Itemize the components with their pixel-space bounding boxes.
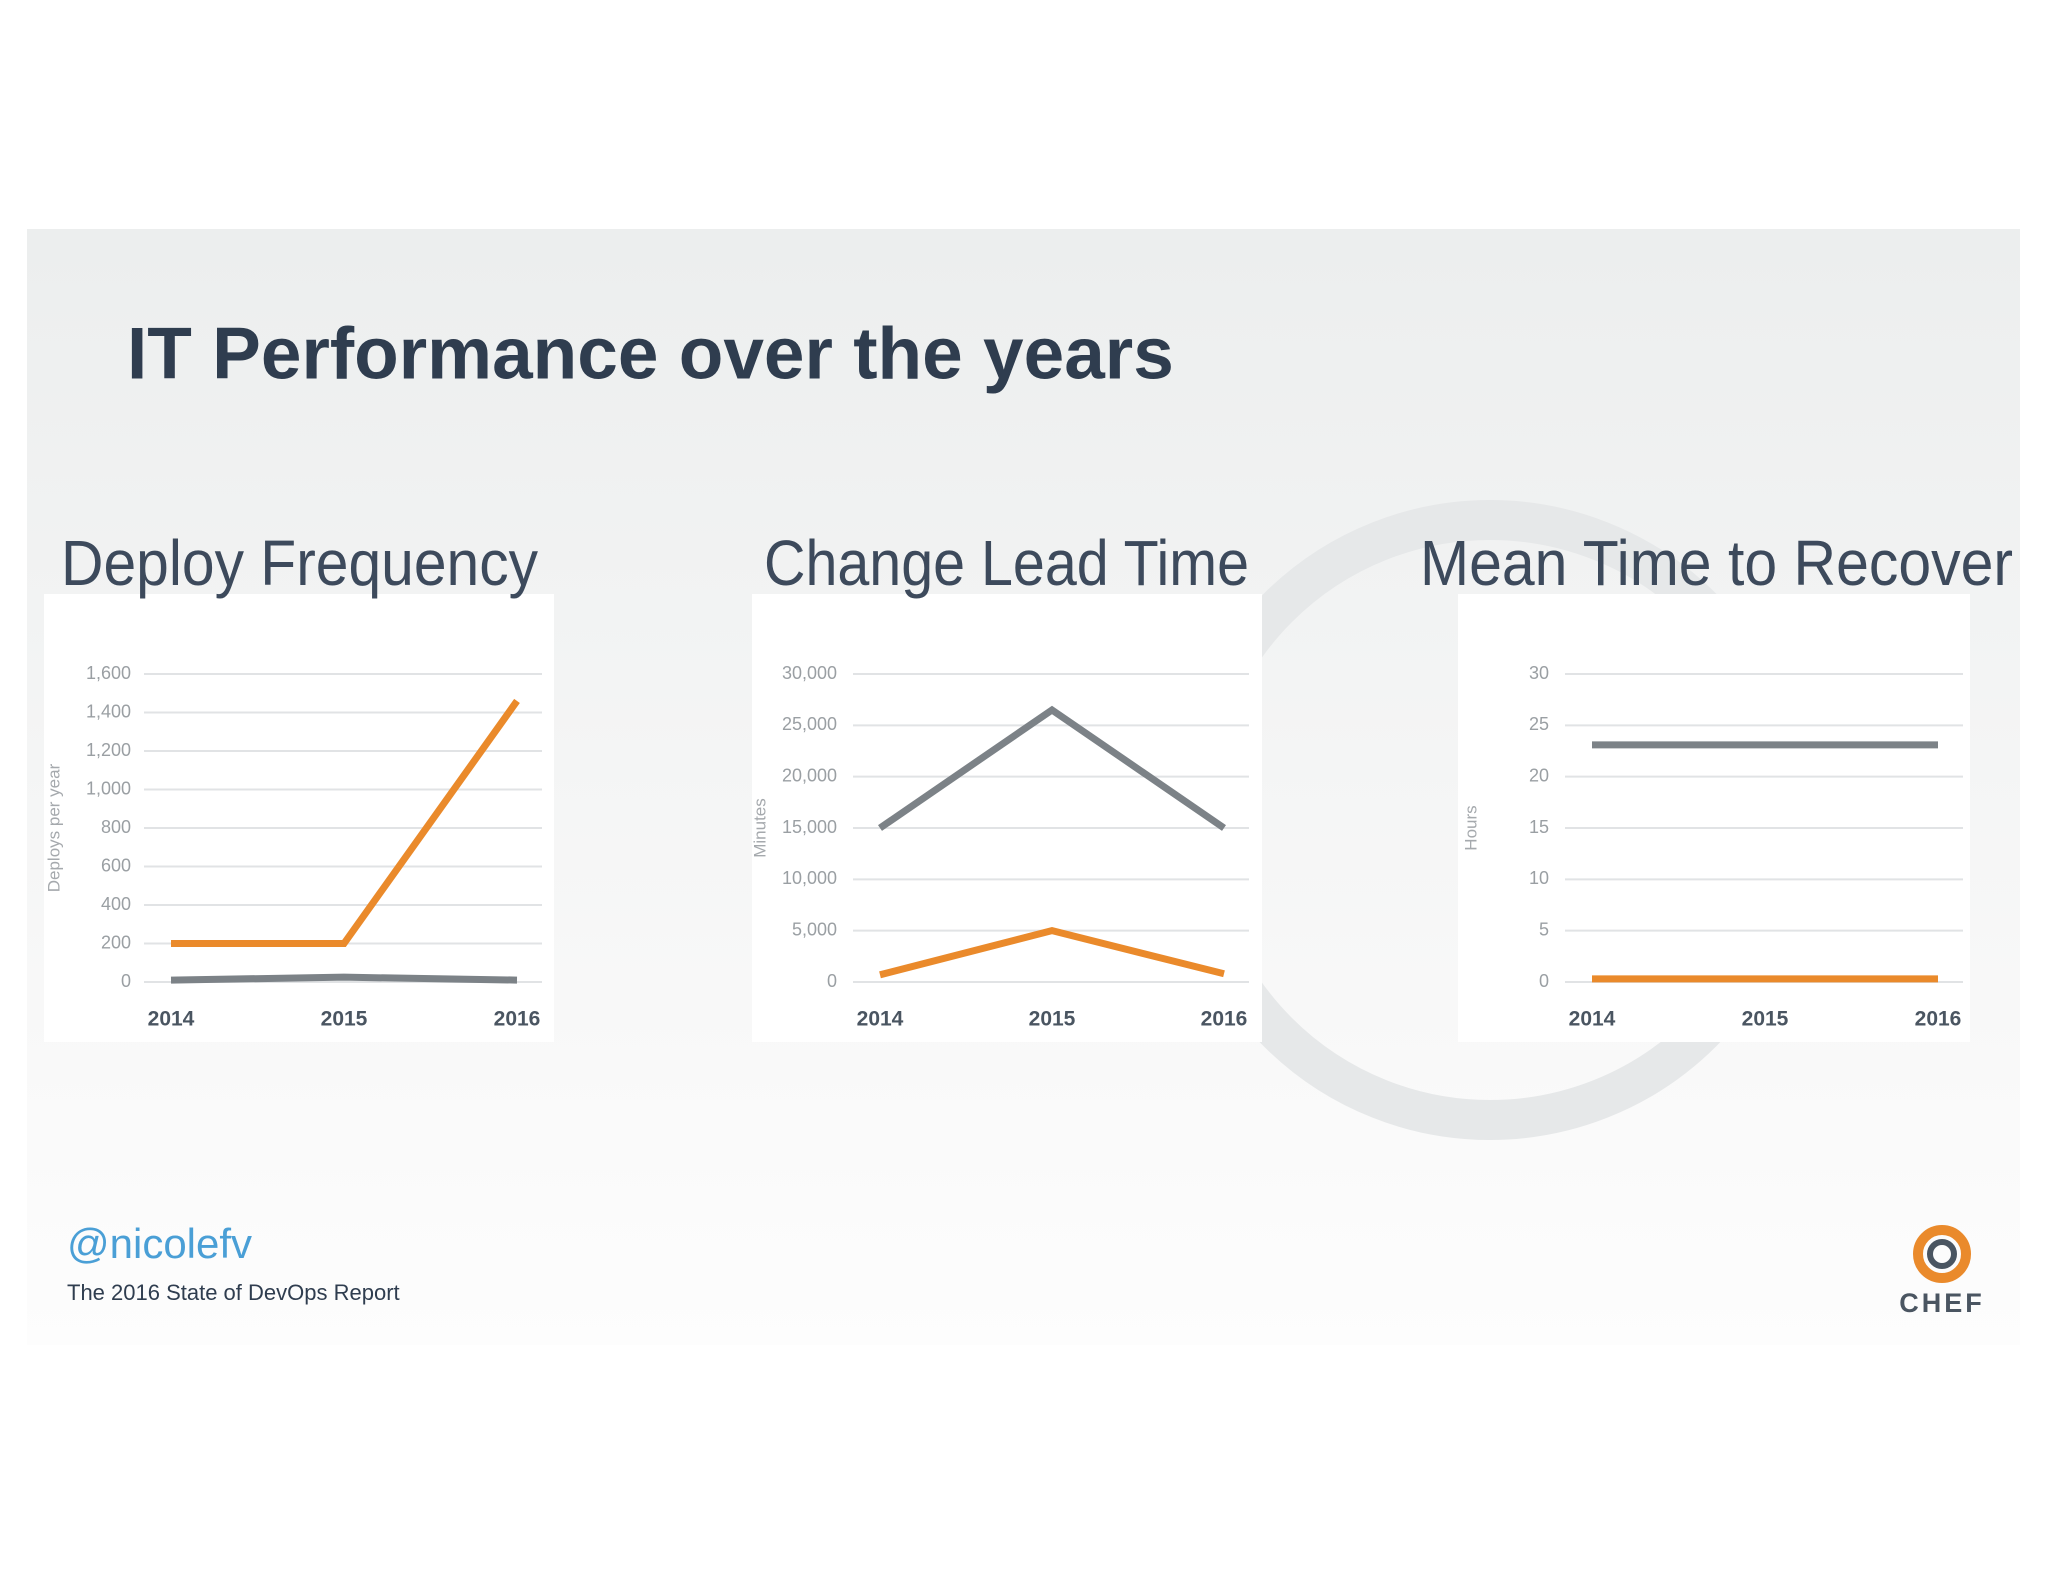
y-axis-label: Minutes — [750, 798, 769, 858]
y-tick-label: 20,000 — [782, 765, 837, 785]
x-tick-label: 2016 — [494, 1008, 541, 1031]
x-tick-label: 2016 — [1201, 1008, 1248, 1031]
y-tick-label: 0 — [1539, 971, 1549, 991]
y-tick-label: 15 — [1529, 817, 1549, 837]
y-axis-label: Deploys per year — [44, 763, 63, 892]
chart-title: Change Lead Time — [764, 527, 1249, 599]
y-tick-label: 600 — [101, 855, 131, 875]
y-tick-label: 5,000 — [792, 919, 837, 939]
logo-icon — [1913, 1225, 1971, 1283]
handle: @nicolefv — [67, 1220, 252, 1267]
y-axis-label: Hours — [1461, 805, 1480, 850]
x-tick-label: 2015 — [1029, 1008, 1076, 1031]
series-line — [171, 698, 520, 947]
y-tick-label: 0 — [121, 971, 131, 991]
y-tick-label: 1,000 — [86, 778, 131, 798]
y-tick-label: 200 — [101, 932, 131, 952]
y-tick-label: 400 — [101, 894, 131, 914]
y-tick-label: 10,000 — [782, 868, 837, 888]
series-line — [170, 973, 518, 984]
y-tick-label: 1,600 — [86, 663, 131, 683]
logo-text: CHEF — [1899, 1288, 1985, 1318]
x-tick-label: 2015 — [321, 1008, 368, 1031]
x-tick-label: 2015 — [1742, 1008, 1789, 1031]
y-tick-label: 15,000 — [782, 817, 837, 837]
chart-panel — [1458, 594, 1970, 1042]
y-tick-label: 30,000 — [782, 663, 837, 683]
y-tick-label: 800 — [101, 817, 131, 837]
source: The 2016 State of DevOps Report — [67, 1280, 400, 1305]
series-line — [878, 705, 1226, 831]
y-tick-label: 1,400 — [86, 701, 131, 721]
x-tick-label: 2014 — [148, 1008, 195, 1031]
chart-panel — [44, 594, 554, 1042]
y-tick-label: 30 — [1529, 663, 1549, 683]
y-tick-label: 5 — [1539, 919, 1549, 939]
chart-panel — [752, 594, 1262, 1042]
y-tick-label: 0 — [827, 971, 837, 991]
y-tick-label: 25,000 — [782, 714, 837, 734]
x-tick-label: 2014 — [857, 1008, 904, 1031]
y-tick-label: 25 — [1529, 714, 1549, 734]
y-tick-label: 1,200 — [86, 740, 131, 760]
y-tick-label: 20 — [1529, 765, 1549, 785]
slide-title: IT Performance over the years — [127, 313, 1174, 394]
chart-title: Mean Time to Recover — [1420, 527, 2013, 599]
x-tick-label: 2014 — [1569, 1008, 1616, 1031]
x-tick-label: 2016 — [1915, 1008, 1962, 1031]
y-tick-label: 10 — [1529, 868, 1549, 888]
chart-title: Deploy Frequency — [61, 527, 538, 599]
series-line — [879, 927, 1225, 979]
